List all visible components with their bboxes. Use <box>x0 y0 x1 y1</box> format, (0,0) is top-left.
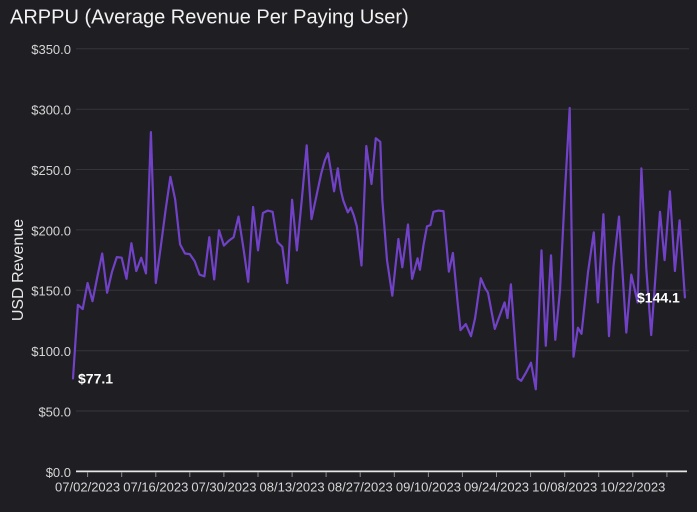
svg-text:$200.0: $200.0 <box>31 223 71 238</box>
svg-text:$77.1: $77.1 <box>78 370 113 386</box>
svg-text:08/13/2023: 08/13/2023 <box>260 479 325 494</box>
svg-text:$100.0: $100.0 <box>31 344 71 359</box>
svg-text:USD Revenue: USD Revenue <box>10 219 27 321</box>
svg-text:$0.0: $0.0 <box>46 465 71 480</box>
svg-text:$150.0: $150.0 <box>31 284 71 299</box>
svg-text:09/10/2023: 09/10/2023 <box>396 479 461 494</box>
svg-text:09/24/2023: 09/24/2023 <box>464 479 529 494</box>
svg-text:$50.0: $50.0 <box>38 404 71 419</box>
svg-text:07/02/2023: 07/02/2023 <box>55 479 120 494</box>
svg-text:10/08/2023: 10/08/2023 <box>532 479 597 494</box>
svg-text:$300.0: $300.0 <box>31 103 71 118</box>
svg-text:$350.0: $350.0 <box>31 42 71 57</box>
svg-text:08/27/2023: 08/27/2023 <box>328 479 393 494</box>
svg-text:ARPPU (Average Revenue Per Pay: ARPPU (Average Revenue Per Paying User) <box>10 7 409 29</box>
svg-text:$144.1: $144.1 <box>637 289 680 305</box>
svg-text:$250.0: $250.0 <box>31 163 71 178</box>
svg-text:07/30/2023: 07/30/2023 <box>191 479 256 494</box>
svg-text:07/16/2023: 07/16/2023 <box>123 479 188 494</box>
svg-text:10/22/2023: 10/22/2023 <box>600 479 665 494</box>
